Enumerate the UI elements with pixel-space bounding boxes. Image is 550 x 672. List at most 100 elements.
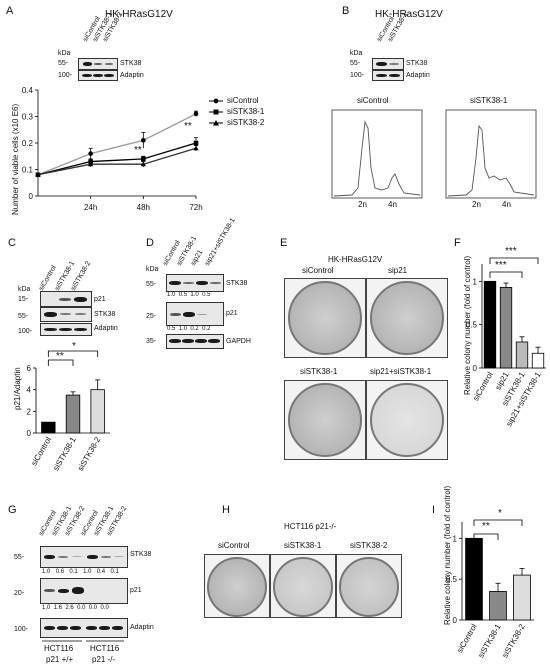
panel-i-sig: *: [498, 508, 502, 519]
hist-tick: 4n: [388, 200, 397, 209]
quant-value: 0.5: [167, 326, 176, 332]
data-point: [35, 172, 41, 177]
y-tick-label: 0.5: [446, 575, 458, 584]
panel-a-sig: **: [184, 121, 192, 132]
x-tick-label: siSTK38-1: [476, 622, 503, 659]
colony-dish: [270, 554, 336, 618]
panel-c-sig: **: [56, 351, 64, 362]
panel-a-sig: **: [134, 145, 142, 156]
x-tick-label: 72h: [189, 203, 202, 212]
dish-label: siControl: [302, 266, 334, 275]
bar: [489, 591, 507, 621]
panel-d-quant-row: 0.5 1.0 0.2 0.2: [167, 326, 210, 332]
data-point: [193, 111, 199, 117]
bar: [513, 574, 531, 621]
panel-c-marker: 55-: [18, 313, 29, 320]
quant-value: 1.0: [190, 292, 199, 298]
significance-bracket: [489, 257, 539, 264]
significance-bracket: [47, 350, 99, 357]
bar: [465, 537, 483, 621]
dish-label: sip21+siSTK38-1: [370, 367, 432, 376]
panel-c-protein-label: STK38: [94, 311, 116, 318]
histogram-title: siSTK38-1: [470, 96, 508, 105]
quant-value: 0.0: [77, 605, 86, 611]
panel-c-blot-adaptin: [40, 323, 92, 336]
panel-label-i: I: [432, 504, 436, 516]
dish-label: sip21: [388, 266, 408, 275]
y-tick-label: 6: [27, 364, 32, 373]
panel-a-blot-stk38: [78, 58, 118, 70]
colony-dish: [284, 278, 366, 358]
panel-d-marker: 25-: [146, 313, 157, 320]
series-line: [37, 113, 197, 176]
panel-c-marker: 15-: [18, 296, 29, 303]
y-tick-label: 1: [473, 277, 478, 286]
group-label: HCT116: [90, 644, 120, 653]
x-tick-label: 48h: [137, 203, 150, 212]
y-tick-label: 0.5: [466, 321, 478, 330]
panel-g-blot-adaptin: [40, 618, 128, 638]
panel-c-sig: *: [72, 341, 76, 352]
y-tick-label: 0: [29, 192, 34, 201]
y-tick-label: 1: [453, 534, 458, 543]
panel-label-h: H: [222, 504, 230, 516]
flow-histograms: [331, 109, 537, 199]
panel-h-title: HCT116 p21-/-: [284, 522, 337, 531]
panel-a-title: HK-HRasG12V: [105, 9, 173, 20]
panel-d-protein-label: STK38: [226, 280, 248, 287]
quant-value: 1.0: [83, 569, 92, 575]
panel-g-quant-row: 1.0 1.6 2.6 0.0 0.0 0.0: [42, 605, 109, 611]
quant-value: 1.0: [178, 326, 188, 332]
y-tick-label: 2: [27, 407, 32, 416]
colony-dish: [204, 554, 270, 618]
bar: [41, 421, 56, 434]
quant-value: 1.6: [53, 605, 63, 611]
panel-a-kda: kDa: [58, 50, 71, 57]
significance-bracket: [47, 359, 74, 366]
panel-f-sig: ***: [505, 246, 517, 257]
data-point: [88, 151, 93, 156]
panel-c-kda: kDa: [18, 286, 31, 293]
panel-label-g: G: [8, 504, 17, 516]
histogram-title: siControl: [357, 96, 389, 105]
y-tick-label: 0: [27, 429, 32, 438]
panel-d-blot-stk38: [166, 274, 224, 292]
panel-i-sig: **: [482, 521, 490, 532]
panel-b-protein-label: Adaptin: [406, 72, 430, 79]
quant-value: 0.5: [178, 292, 188, 298]
panel-label-f: F: [454, 237, 461, 249]
panel-label-a: A: [6, 5, 14, 17]
panel-a-protein-label: Adaptin: [120, 72, 144, 79]
panel-b-title: HK-HRasG12V: [375, 9, 443, 20]
colony-dish: [366, 380, 448, 460]
significance-bracket: [473, 533, 499, 540]
quant-value: 0.5: [202, 292, 211, 298]
y-tick-label: 0.1: [22, 166, 34, 175]
y-tick-label: 4: [27, 386, 32, 395]
legend-item: siSTK38-2: [227, 118, 265, 127]
colony-dish: [366, 278, 448, 358]
x-tick-label: siControl: [455, 622, 479, 654]
panel-b-blot-stk38: [372, 58, 404, 70]
panel-a-marker: 100-: [58, 72, 73, 79]
legend-item: siSTK38-1: [227, 107, 265, 116]
panel-label-c: C: [8, 237, 16, 249]
panel-g-marker: 100-: [14, 626, 29, 633]
quant-value: 1.0: [42, 569, 51, 575]
panel-g-protein-label: p21: [130, 587, 142, 594]
panel-d-quant-row: 1.0 0.5 1.0 0.5: [167, 292, 210, 298]
y-tick-label: 0.4: [22, 86, 34, 95]
panel-d-protein-label: p21: [226, 310, 238, 317]
hist-tick: 2n: [472, 200, 481, 209]
panel-d-blot-gapdh: [166, 334, 224, 349]
quant-value: 0.1: [110, 569, 119, 575]
data-point: [88, 161, 94, 167]
panel-g-quant-row: 1.0 0.6 0.1 1.0 0.4 0.1: [42, 569, 119, 575]
quant-value: 0.4: [96, 569, 106, 575]
panel-b-marker: 100-: [350, 72, 365, 79]
quant-value: 0.6: [55, 569, 65, 575]
panel-d-kda: kDa: [146, 266, 159, 273]
panel-d-protein-label: GAPDH: [226, 338, 251, 345]
